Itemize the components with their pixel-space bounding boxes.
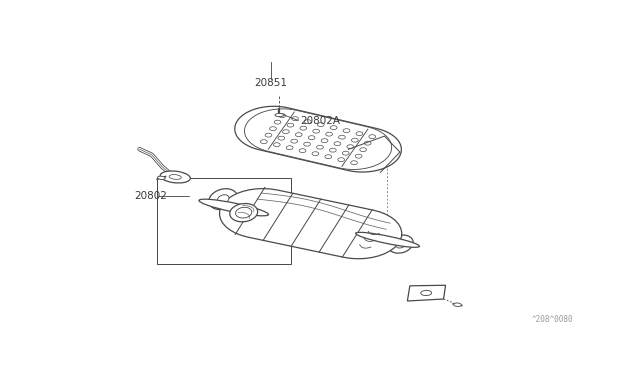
Text: ^208^0080: ^208^0080 xyxy=(532,315,573,324)
Ellipse shape xyxy=(396,240,406,248)
Ellipse shape xyxy=(356,232,419,247)
Ellipse shape xyxy=(275,113,284,117)
Ellipse shape xyxy=(420,291,431,296)
Ellipse shape xyxy=(209,189,237,210)
Ellipse shape xyxy=(160,171,190,183)
Ellipse shape xyxy=(199,199,269,216)
Ellipse shape xyxy=(218,195,229,203)
Ellipse shape xyxy=(169,174,181,179)
Ellipse shape xyxy=(230,203,258,222)
Text: 20802A: 20802A xyxy=(301,116,340,125)
Polygon shape xyxy=(244,109,392,170)
Text: 20802: 20802 xyxy=(134,192,167,202)
Bar xyxy=(157,178,291,264)
Text: 20851: 20851 xyxy=(255,78,287,87)
Ellipse shape xyxy=(157,176,165,179)
Ellipse shape xyxy=(454,303,461,307)
Polygon shape xyxy=(235,106,401,172)
Polygon shape xyxy=(407,285,445,301)
Ellipse shape xyxy=(388,235,413,253)
Polygon shape xyxy=(220,189,402,259)
